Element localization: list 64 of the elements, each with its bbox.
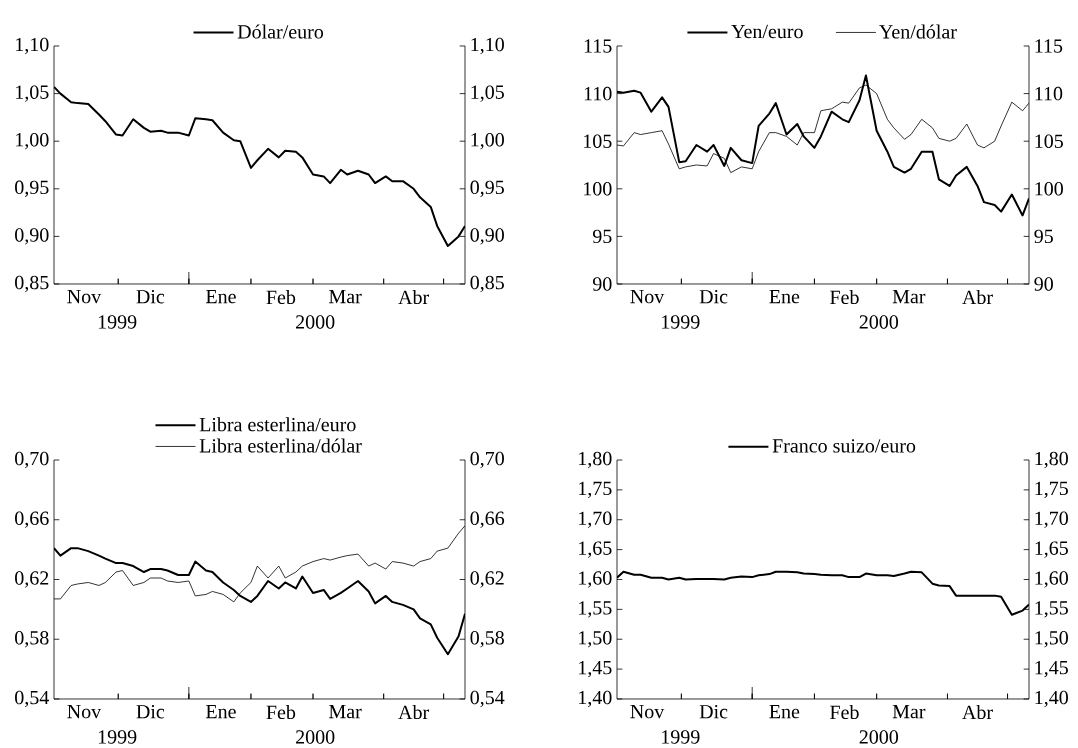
legend-label: Libra esterlina/euro [199, 417, 356, 432]
x-tick-label: Ene [769, 704, 800, 719]
y-tick-label: 1,10 [16, 37, 49, 55]
y-tick-label: 0,90 [15, 228, 49, 245]
x-tick-label: Abr [962, 289, 993, 305]
y-tick-label: 115 [584, 39, 612, 53]
text: 2000 [859, 315, 899, 329]
text: 1999 [662, 315, 700, 329]
x-tick-label: Feb [266, 289, 296, 305]
text: 1999 [98, 315, 137, 329]
legend-label: Libra esterlina/dólar [199, 438, 362, 453]
y-tick-label: 0,70 [470, 451, 504, 469]
y-tick-label: 0,58 [470, 630, 504, 648]
x-tick-label: Mar [892, 704, 926, 719]
y-tick-label: 105 [584, 134, 612, 148]
y-tick-label: 1,55 [1035, 601, 1068, 618]
x-tick-label: Nov [630, 289, 665, 304]
y-tick-label: 90 [592, 277, 612, 291]
x-tick-label: Dic [136, 289, 165, 304]
x-tick-label: Ene [206, 289, 236, 304]
text: 2000 [296, 315, 335, 329]
x-tick-label: Feb [830, 704, 859, 720]
y-tick-label: 95 [592, 229, 612, 244]
y-tick-label: 1,75 [1035, 481, 1068, 498]
x-tick-label: Dic [136, 704, 165, 719]
y-tick-label: 0,85 [15, 275, 49, 293]
x-tick-label: Mar [329, 704, 362, 719]
y-tick-label: 0,66 [470, 511, 505, 528]
x-tick-label: Nov [67, 289, 102, 304]
y-tick-label: 1,60 [1035, 571, 1068, 588]
legend-label: Yen/euro [731, 24, 803, 39]
text: 2000 [859, 730, 899, 744]
x-tick-label: Ene [206, 704, 236, 719]
y-tick-label: 1,00 [16, 132, 49, 150]
legend-label: Dólar/euro [237, 24, 324, 39]
legend-label: Yen/dólar [879, 24, 957, 39]
y-tick-label: 1,05 [16, 85, 49, 102]
y-tick-label: 100 [584, 181, 612, 196]
y-tick-label: 0,62 [470, 571, 504, 588]
y-tick-label: 1,70 [1035, 511, 1068, 528]
x-tick-label: Nov [67, 704, 102, 719]
y-tick-label: 0,54 [470, 690, 505, 708]
x-tick-label: Abr [962, 704, 993, 720]
text: 1999 [662, 730, 700, 744]
y-tick-label: 110 [584, 86, 612, 101]
x-tick-label: Feb [830, 289, 859, 305]
x-tick-label: Mar [892, 289, 926, 304]
y-tick-label: 1,80 [1035, 451, 1068, 469]
x-tick-label: Nov [630, 704, 665, 719]
text: 2000 [296, 730, 335, 744]
legend-label: Franco suizo/euro [772, 439, 916, 453]
x-tick-label: Abr [398, 289, 429, 305]
y-tick-label: 1,65 [1035, 541, 1068, 558]
x-tick-label: Dic [699, 289, 728, 304]
x-tick-label: Ene [769, 289, 800, 304]
x-tick-label: Mar [329, 289, 362, 304]
y-tick-label: 0,95 [15, 180, 49, 197]
x-tick-label: Dic [699, 704, 728, 719]
text: 1999 [98, 730, 137, 744]
y-tick-label: 1,50 [1035, 630, 1068, 648]
y-tick-label: 1,45 [1035, 660, 1068, 678]
x-tick-label: Feb [266, 704, 296, 720]
y-tick-label: 1,40 [1035, 690, 1068, 708]
x-tick-label: Abr [398, 704, 429, 720]
